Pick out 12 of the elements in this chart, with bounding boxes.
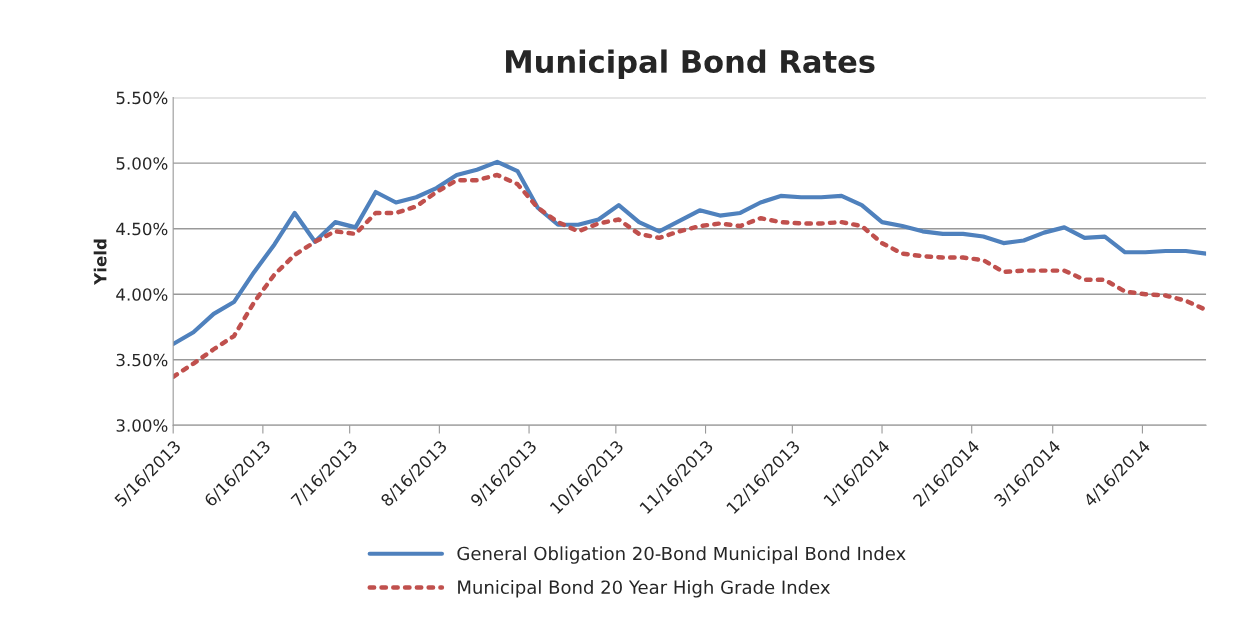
chart-title: Municipal Bond Rates — [506, 49, 875, 79]
y-tick-label: 3.00% — [116, 419, 168, 432]
line-series — [173, 172, 1207, 379]
y-tick-label: 5.50% — [116, 91, 168, 105]
line-series — [173, 159, 1207, 347]
y-tick-label: 5.00% — [116, 157, 168, 170]
y-tick-label: 4.00% — [116, 288, 168, 301]
y-axis-title: Yield — [93, 239, 107, 285]
y-tick-label: 3.50% — [116, 353, 168, 367]
legend-label: Municipal Bond 20 Year High Grade Index — [458, 580, 830, 598]
y-tick-label: 4.50% — [116, 222, 168, 236]
legend-label: General Obligation 20-Bond Municipal Bond Index — [457, 546, 906, 564]
